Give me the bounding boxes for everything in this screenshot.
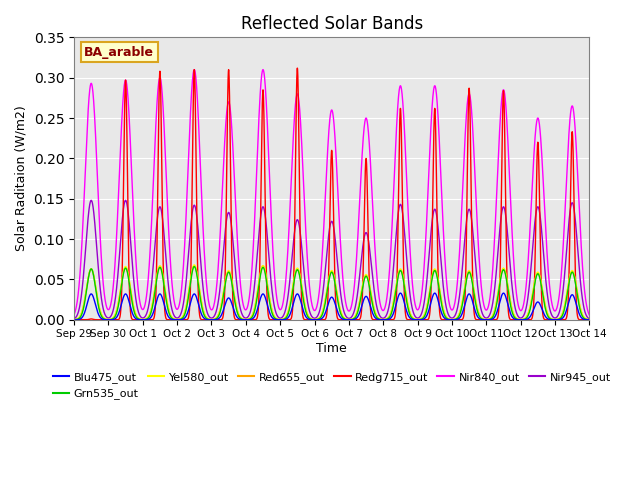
Grn535_out	[382, 317, 390, 323]
Blu475_out	[214, 316, 222, 322]
Red655_out	[585, 317, 593, 323]
Red655_out	[537, 277, 545, 283]
Nir840_out	[214, 266, 222, 272]
Legend: Blu475_out, Grn535_out, Yel580_out, Red655_out, Redg715_out, Nir840_out, Nir945_: Blu475_out, Grn535_out, Yel580_out, Red6…	[48, 368, 615, 404]
Redg715_out	[70, 317, 78, 323]
Nir840_out	[537, 133, 545, 139]
Grn535_out	[180, 312, 188, 318]
Grn535_out	[191, 264, 198, 269]
Redg715_out	[294, 65, 301, 71]
Red655_out	[180, 310, 188, 316]
Nir945_out	[214, 300, 222, 306]
Yel580_out	[70, 317, 78, 323]
Nir945_out	[537, 217, 545, 223]
Blu475_out	[382, 317, 390, 323]
Text: BA_arable: BA_arable	[84, 46, 154, 59]
Blu475_out	[180, 315, 188, 321]
Nir945_out	[586, 316, 593, 322]
Nir945_out	[70, 316, 78, 322]
Grn535_out	[214, 314, 222, 320]
Redg715_out	[214, 317, 222, 323]
Blu475_out	[585, 317, 593, 323]
Yel580_out	[214, 312, 222, 318]
Yel580_out	[537, 276, 545, 282]
Redg715_out	[391, 314, 399, 320]
Red655_out	[70, 317, 78, 323]
Blu475_out	[70, 317, 78, 323]
Grn535_out	[586, 317, 593, 323]
Yel580_out	[585, 317, 593, 323]
Redg715_out	[586, 317, 593, 323]
Line: Blu475_out: Blu475_out	[74, 293, 589, 320]
Nir840_out	[382, 301, 390, 307]
Grn535_out	[585, 317, 593, 323]
Line: Redg715_out: Redg715_out	[74, 68, 589, 320]
Blu475_out	[537, 302, 545, 308]
Redg715_out	[180, 317, 188, 323]
Red655_out	[391, 292, 399, 298]
Yel580_out	[191, 262, 198, 268]
Nir840_out	[191, 67, 198, 72]
Yel580_out	[382, 316, 390, 322]
Red655_out	[191, 263, 198, 269]
Line: Nir840_out: Nir840_out	[74, 70, 589, 315]
Nir840_out	[586, 312, 593, 318]
Red655_out	[214, 312, 222, 318]
Nir840_out	[391, 162, 399, 168]
Nir945_out	[391, 249, 399, 254]
Blu475_out	[586, 317, 593, 323]
Yel580_out	[586, 317, 593, 323]
Nir840_out	[585, 312, 593, 317]
Line: Grn535_out: Grn535_out	[74, 266, 589, 320]
Grn535_out	[537, 278, 545, 284]
Red655_out	[586, 317, 593, 323]
Nir945_out	[180, 293, 188, 299]
Nir945_out	[382, 313, 390, 319]
Title: Reflected Solar Bands: Reflected Solar Bands	[241, 15, 423, 33]
Redg715_out	[537, 253, 545, 259]
Nir945_out	[585, 316, 593, 322]
Redg715_out	[585, 317, 593, 323]
Yel580_out	[391, 291, 399, 297]
Red655_out	[382, 316, 390, 322]
Yel580_out	[180, 310, 188, 316]
Y-axis label: Solar Raditaion (W/m2): Solar Raditaion (W/m2)	[15, 106, 28, 252]
Blu475_out	[391, 307, 399, 312]
Grn535_out	[391, 295, 399, 300]
Nir945_out	[88, 197, 95, 203]
Line: Yel580_out: Yel580_out	[74, 265, 589, 320]
Grn535_out	[70, 317, 78, 323]
Blu475_out	[500, 290, 508, 296]
Nir840_out	[180, 246, 188, 252]
Line: Nir945_out: Nir945_out	[74, 200, 589, 319]
X-axis label: Time: Time	[316, 342, 347, 355]
Line: Red655_out: Red655_out	[74, 266, 589, 320]
Redg715_out	[382, 317, 390, 323]
Nir840_out	[70, 312, 78, 318]
